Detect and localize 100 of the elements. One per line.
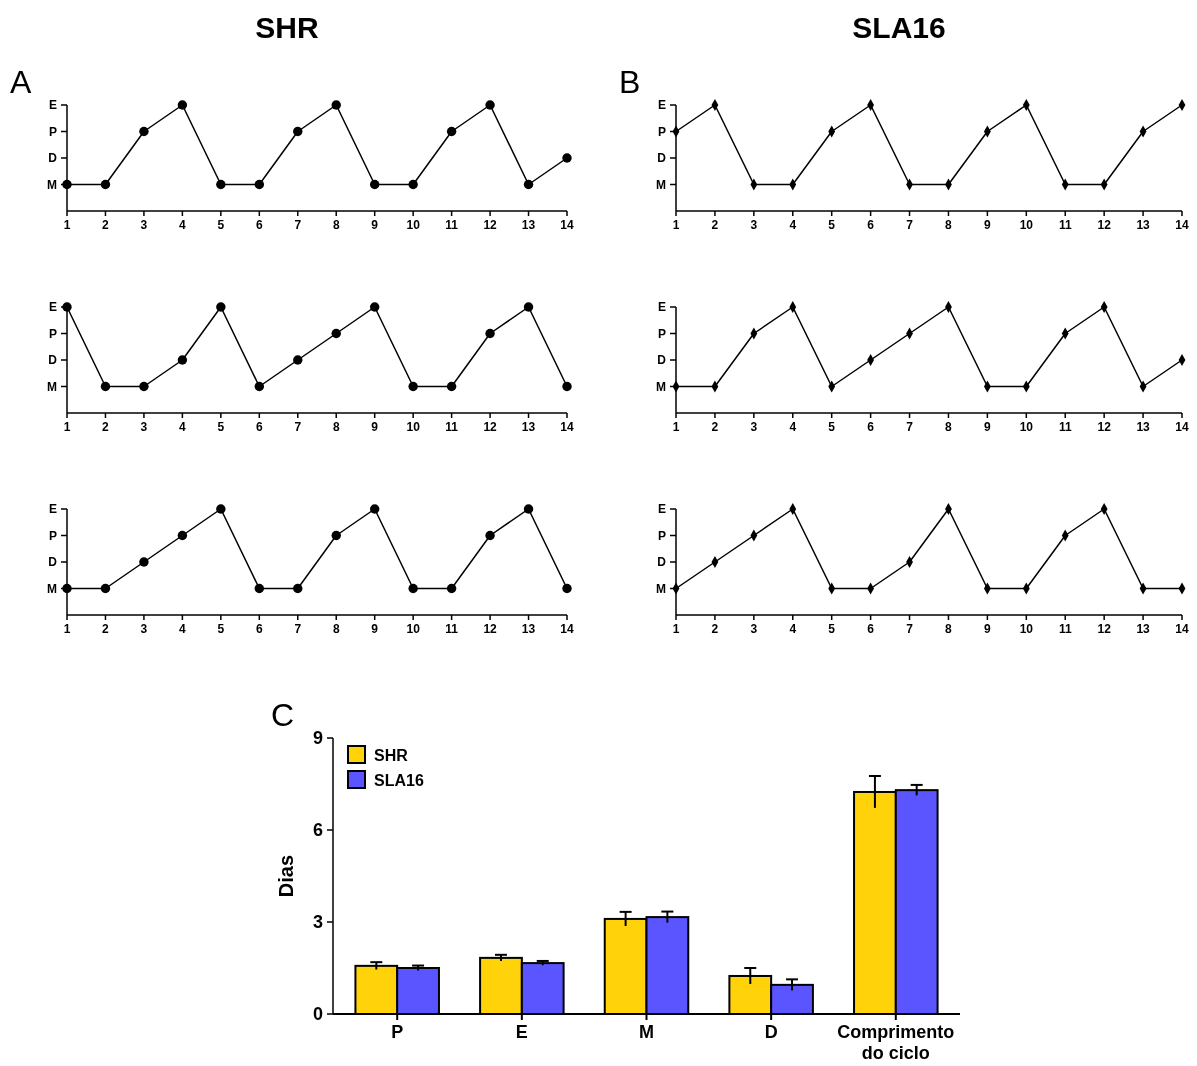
text: M: [47, 177, 57, 192]
x-tick-label: 7: [906, 622, 914, 636]
text: D: [48, 151, 58, 166]
x-tick-label: 9: [984, 622, 992, 636]
point: [331, 100, 341, 110]
point: [446, 126, 457, 137]
x-tick-label: 9: [984, 420, 992, 434]
point: [177, 355, 188, 365]
x-tick-label: 6: [255, 218, 263, 232]
point: [369, 504, 380, 514]
text: P: [48, 326, 57, 341]
x-tick-label: 5: [217, 622, 225, 636]
point: [293, 583, 303, 594]
x-tick-label: 11: [1058, 622, 1072, 636]
x-tick-label: 3: [750, 218, 758, 232]
x-tick-label: 14: [560, 218, 574, 232]
y-tick-label: 9: [312, 728, 323, 749]
x-tick-label: Comprimento do ciclo: [837, 1022, 955, 1063]
x-tick-label: 8: [945, 622, 953, 636]
x-tick-label: 4: [789, 622, 797, 636]
point: [485, 530, 495, 541]
x-tick-label: 4: [789, 218, 797, 232]
x-tick-label: 9: [371, 218, 379, 232]
x-tick-label: 2: [711, 218, 719, 232]
x-tick-label: 6: [867, 218, 875, 232]
point: [562, 583, 572, 594]
x-tick-label: D: [764, 1022, 778, 1042]
x-tick-label: 14: [560, 622, 574, 636]
x-tick-label: P: [391, 1022, 404, 1042]
x-tick-label: 3: [750, 622, 758, 636]
point: [293, 126, 303, 137]
text: M: [47, 581, 57, 596]
x-tick-label: 10: [406, 420, 421, 434]
text: A: [10, 64, 32, 100]
point: [216, 179, 226, 190]
text: C: [271, 697, 295, 733]
x-tick-label: 10: [406, 622, 421, 636]
x-tick-label: 8: [332, 218, 340, 232]
x-tick-label: 5: [828, 420, 836, 434]
x-tick-label: 11: [445, 420, 459, 434]
x-tick-label: 14: [560, 420, 574, 434]
x-tick-label: 5: [217, 218, 225, 232]
text: E: [48, 502, 57, 517]
text: P: [657, 124, 666, 139]
x-tick-label: 5: [217, 420, 225, 434]
point: [331, 328, 341, 339]
x-tick-label: 12: [1097, 622, 1112, 636]
x-tick-label: 14: [1175, 218, 1189, 232]
y-tick-label: 3: [312, 912, 323, 933]
x-tick-label: M: [639, 1022, 654, 1042]
x-tick-label: 12: [483, 218, 498, 232]
x-tick-label: 13: [1136, 420, 1151, 434]
point: [408, 381, 418, 392]
point: [216, 504, 226, 514]
x-tick-label: 7: [294, 622, 302, 636]
x-tick-label: 7: [906, 420, 914, 434]
x-tick-label: E: [515, 1022, 528, 1042]
text: P: [48, 528, 57, 543]
x-tick-label: 1: [672, 622, 680, 636]
point: [254, 179, 265, 190]
x-tick-label: 8: [945, 420, 953, 434]
point: [177, 530, 188, 541]
text: M: [656, 379, 666, 394]
x-tick-label: 12: [483, 622, 498, 636]
x-tick-label: 1: [672, 218, 680, 232]
text: M: [47, 379, 57, 394]
point: [139, 557, 149, 567]
x-tick-label: 8: [332, 622, 340, 636]
x-tick-label: 14: [1175, 420, 1189, 434]
x-tick-label: 12: [1097, 420, 1112, 434]
x-tick-label: 5: [828, 622, 836, 636]
x-tick-label: 7: [906, 218, 914, 232]
x-tick-label: 11: [1058, 420, 1072, 434]
chart-title: SHR: [255, 11, 319, 44]
text: M: [656, 581, 666, 596]
point: [446, 583, 457, 594]
x-tick-label: 9: [984, 218, 992, 232]
text: D: [657, 555, 667, 570]
x-tick-label: 7: [294, 420, 302, 434]
point: [100, 381, 111, 392]
point: [369, 179, 380, 190]
x-tick-label: 4: [789, 420, 797, 434]
text: E: [657, 502, 666, 517]
x-tick-label: 12: [1097, 218, 1112, 232]
x-tick-label: 13: [1136, 622, 1151, 636]
x-tick-label: 8: [945, 218, 953, 232]
x-tick-label: 6: [867, 622, 875, 636]
point: [523, 179, 534, 190]
point: [562, 381, 572, 392]
point: [485, 328, 495, 339]
x-tick-label: 2: [711, 622, 719, 636]
x-tick-label: 10: [406, 218, 421, 232]
x-tick-label: 11: [445, 218, 459, 232]
point: [139, 381, 149, 392]
x-tick-label: 5: [828, 218, 836, 232]
x-tick-label: 2: [711, 420, 719, 434]
x-tick-label: 3: [140, 218, 148, 232]
chart-title: SLA16: [852, 11, 946, 44]
point: [485, 100, 495, 110]
point: [523, 302, 534, 312]
